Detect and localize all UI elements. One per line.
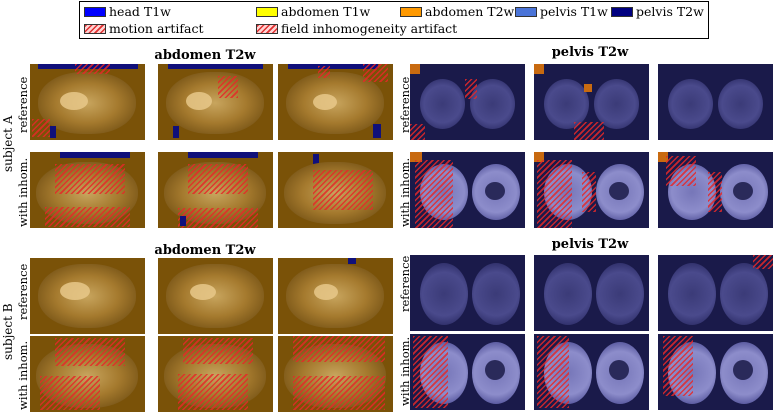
legend-swatch-pelvis-t1w	[515, 6, 537, 17]
pelvis-a-ref-1	[410, 64, 525, 140]
legend-item-pelvis-t2w: pelvis T2w	[611, 4, 704, 19]
pelvis-a-inhom-1	[410, 152, 525, 228]
legend-swatch-abdomen-t2w	[400, 6, 422, 17]
abdomen-b-inhom-3	[278, 336, 393, 412]
abdomen-b-ref-2	[158, 258, 273, 334]
legend-swatch-head-t1w	[84, 6, 106, 17]
row-label-reference-a: reference	[16, 76, 30, 133]
subject-b-label: subject B	[1, 303, 15, 360]
abdomen-a-inhom-2	[158, 152, 273, 228]
legend-item-field-inhomogeneity: field inhomogeneity artifact	[256, 21, 457, 36]
abdomen-a-ref-1	[30, 64, 145, 140]
subject-a-label: subject A	[1, 115, 15, 172]
abdomen-a-inhom-3	[278, 152, 393, 228]
legend-label: head T1w	[109, 4, 171, 19]
pelvis-title-b: pelvis T2w	[551, 237, 629, 252]
legend-swatch-field-inhomogeneity	[256, 23, 278, 34]
legend-label: pelvis T1w	[540, 4, 608, 19]
row-label-inhom-b: with inhom.	[16, 340, 30, 410]
legend-label: abdomen T2w	[425, 4, 515, 19]
pelvis-a-inhom-3	[658, 152, 773, 228]
legend: head T1w abdomen T1w abdomen T2w pelvis …	[79, 1, 709, 39]
pelvis-b-inhom-1	[410, 334, 525, 410]
pelvis-b-ref-1	[410, 255, 525, 331]
legend-item-motion-artifact: motion artifact	[84, 21, 204, 36]
legend-swatch-abdomen-t1w	[256, 6, 278, 17]
pelvis-a-ref-3	[658, 64, 773, 140]
abdomen-a-ref-3	[278, 64, 393, 140]
legend-label: abdomen T1w	[281, 4, 371, 19]
legend-label: field inhomogeneity artifact	[281, 21, 458, 36]
legend-item-abdomen-t1w: abdomen T1w	[256, 4, 370, 19]
legend-swatch-pelvis-t2w	[611, 6, 633, 17]
abdomen-b-ref-3	[278, 258, 393, 334]
pelvis-b-inhom-3	[658, 334, 773, 410]
row-label-inhom-a: with inhom.	[16, 157, 30, 227]
pelvis-a-ref-2	[534, 64, 649, 140]
abdomen-title-a: abdomen T2w	[154, 48, 256, 63]
pelvis-b-inhom-2	[534, 334, 649, 410]
row-label-reference-b: reference	[16, 263, 30, 320]
abdomen-b-inhom-2	[158, 336, 273, 412]
legend-label: pelvis T2w	[636, 4, 704, 19]
legend-item-head-t1w: head T1w	[84, 4, 171, 19]
legend-item-abdomen-t2w: abdomen T2w	[400, 4, 514, 19]
abdomen-a-inhom-1	[30, 152, 145, 228]
abdomen-a-ref-2	[158, 64, 273, 140]
pelvis-title-a: pelvis T2w	[551, 45, 629, 60]
legend-swatch-motion-artifact	[84, 23, 106, 34]
legend-label: motion artifact	[109, 21, 204, 36]
pelvis-b-ref-2	[534, 255, 649, 331]
abdomen-b-ref-1	[30, 258, 145, 334]
legend-item-pelvis-t1w: pelvis T1w	[515, 4, 608, 19]
pelvis-a-inhom-2	[534, 152, 649, 228]
abdomen-b-inhom-1	[30, 336, 145, 412]
pelvis-b-ref-3	[658, 255, 773, 331]
abdomen-title-b: abdomen T2w	[154, 243, 256, 258]
